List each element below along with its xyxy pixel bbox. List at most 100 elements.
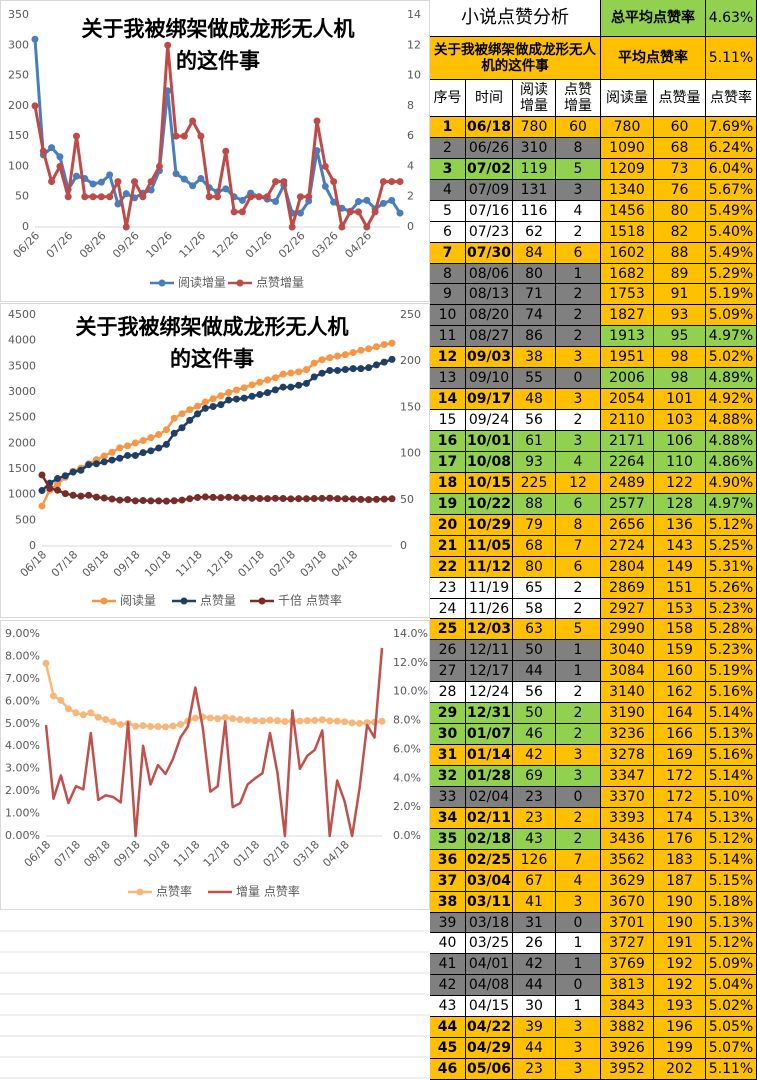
table-cell: 131 (513, 180, 556, 201)
table-cell: 11/26 (466, 599, 513, 619)
table-cell: 5.31% (706, 557, 757, 578)
table-cell: 08/13 (466, 284, 513, 305)
table-cell: 5.18% (706, 892, 757, 913)
table-cell: 192 (654, 954, 706, 975)
data-point (201, 398, 209, 406)
data-point (248, 381, 256, 389)
data-point (248, 494, 256, 502)
table-cell: 14 (430, 389, 466, 410)
data-point (248, 392, 256, 400)
data-point (131, 497, 139, 505)
sheet-title: 小说点赞分析 (430, 0, 601, 37)
table-cell: 5.13% (706, 724, 757, 745)
table-cell: 166 (654, 724, 706, 745)
table-cell: 80 (513, 557, 556, 578)
data-point (155, 497, 163, 505)
data-point (39, 147, 47, 155)
table-cell: 2656 (601, 515, 654, 536)
table-cell: 5.12% (706, 829, 757, 850)
legend-label: 千倍 点赞率 (278, 593, 342, 608)
y-tick-label: 4.0% (393, 771, 421, 784)
data-point (334, 366, 342, 374)
table-cell: 193 (654, 996, 706, 1017)
data-point (206, 714, 214, 722)
series-line (40, 474, 393, 503)
table-cell: 20 (430, 515, 466, 536)
data-point (272, 198, 280, 206)
data-point (341, 351, 349, 359)
data-point (303, 717, 311, 725)
table-cell: 3 (556, 1017, 601, 1038)
data-point (214, 193, 221, 201)
data-point (222, 185, 230, 193)
data-point (189, 117, 197, 125)
table-cell: 33 (430, 787, 466, 808)
y-tick-label: 6 (407, 129, 414, 142)
average-label: 平均点赞率 (601, 37, 706, 80)
table-cell: 06/26 (466, 138, 513, 159)
table-cell: 39 (513, 1017, 556, 1038)
data-point (341, 366, 349, 374)
table-cell: 08/20 (466, 305, 513, 326)
table-cell: 21 (430, 536, 466, 557)
data-point (139, 437, 147, 445)
data-point (147, 722, 155, 730)
y-tick-label: 10.0% (393, 685, 428, 698)
table-cell: 26 (513, 933, 556, 954)
data-point (287, 495, 295, 503)
table-cell: 3 (556, 766, 601, 787)
data-point (116, 454, 124, 462)
data-point (365, 345, 373, 353)
table-cell: 11/12 (466, 557, 513, 578)
table-cell: 67 (513, 871, 556, 892)
y-tick-label: 0 (22, 220, 29, 233)
data-point (162, 440, 170, 448)
table-cell: 4.97% (706, 494, 757, 515)
table-cell: 2006 (601, 368, 654, 389)
data-point (72, 132, 80, 140)
column-header: 点赞量 (654, 80, 706, 117)
data-point (230, 208, 238, 216)
y-tick-label: 14 (407, 8, 421, 21)
legend-marker (236, 279, 244, 287)
data-point (380, 340, 388, 348)
data-point (132, 722, 140, 730)
data-point (225, 396, 233, 404)
table-cell: 73 (654, 159, 706, 180)
table-cell: 5.16% (706, 745, 757, 766)
data-point (355, 208, 363, 216)
table-cell: 199 (654, 1038, 706, 1059)
table-cell: 93 (513, 452, 556, 473)
data-point (255, 193, 263, 201)
table-cell: 07/02 (466, 159, 513, 180)
table-cell: 3 (430, 159, 466, 180)
table-cell: 62 (513, 222, 556, 243)
data-point (72, 172, 80, 180)
table-cell: 6 (556, 557, 601, 578)
data-point (330, 178, 338, 186)
table-cell: 23 (513, 808, 556, 829)
data-point (365, 496, 373, 504)
y-tick-label: 4500 (8, 308, 36, 321)
series-line (41, 358, 393, 492)
table-cell: 02/18 (466, 829, 513, 850)
table-cell: 2869 (601, 578, 654, 599)
table-cell: 101 (654, 389, 706, 410)
table-cell: 12/11 (466, 640, 513, 661)
table-cell: 3701 (601, 913, 654, 933)
legend-marker (136, 888, 144, 896)
data-point (232, 386, 240, 394)
table-cell: 02/11 (466, 808, 513, 829)
data-point (124, 496, 132, 504)
data-point (349, 365, 357, 373)
table-cell: 01/07 (466, 724, 513, 745)
y-tick-label: 0 (29, 539, 36, 552)
table-cell: 5.13% (706, 808, 757, 829)
data-point (69, 468, 77, 476)
data-point (61, 490, 69, 498)
table-cell: 03/11 (466, 892, 513, 913)
table-cell: 19 (430, 494, 466, 515)
y-tick-label: 150 (8, 129, 29, 142)
table-cell: 2171 (601, 431, 654, 452)
data-point (108, 448, 116, 456)
